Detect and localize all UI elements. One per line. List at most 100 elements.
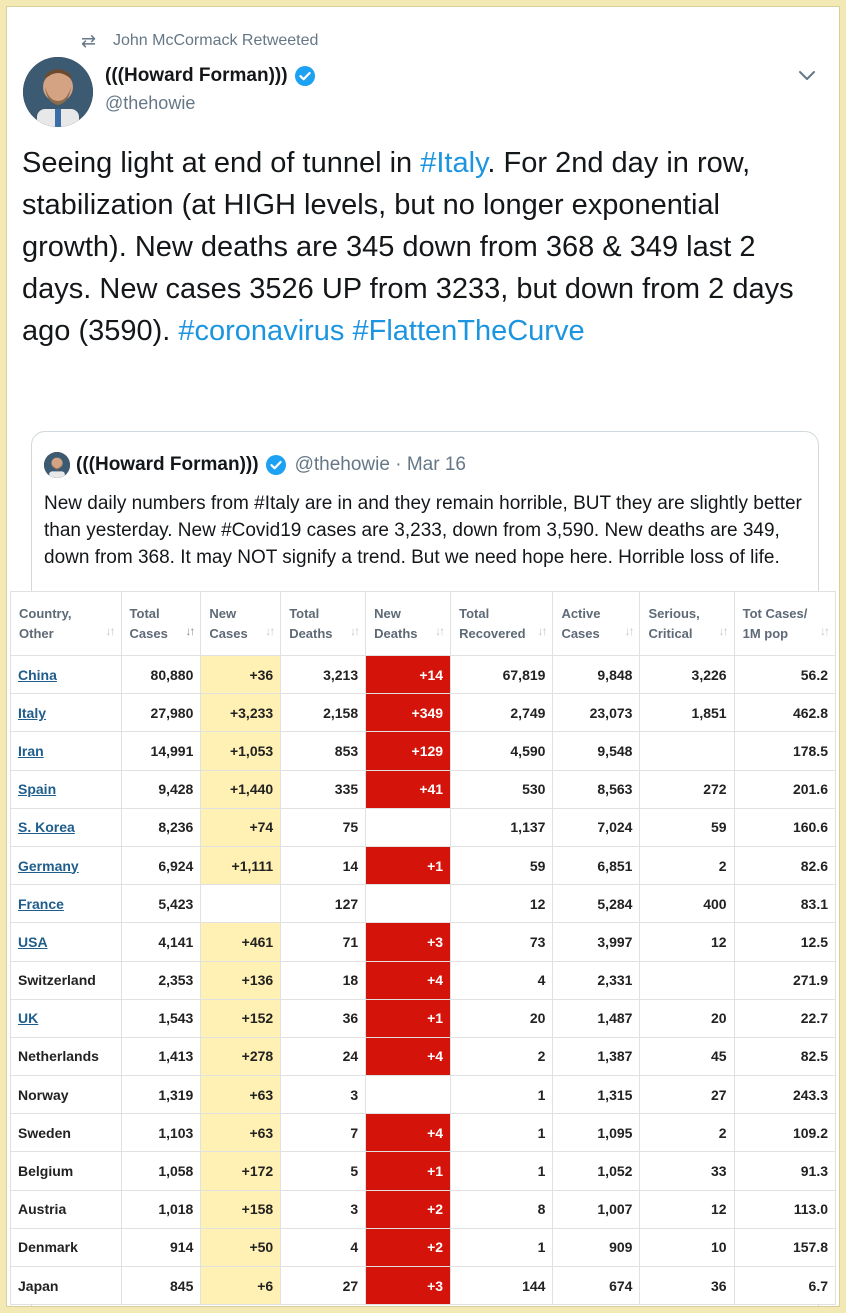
column-header[interactable]: Serious, Critical ↓↑ (639, 591, 735, 656)
column-header-label: New (209, 605, 237, 621)
column-header[interactable]: Active Cases ↓↑ (552, 591, 641, 656)
chevron-down-icon[interactable] (795, 63, 819, 87)
active-cases-cell: 6,851 (552, 845, 641, 886)
recovered-cell: 1 (450, 1151, 554, 1191)
country-link[interactable]: USA (18, 933, 48, 950)
country-link[interactable]: S. Korea (18, 819, 75, 836)
cases-per-million-cell: 6.7 (733, 1265, 837, 1306)
column-header[interactable]: Total Recovered ↓↑ (450, 591, 554, 656)
country-cell[interactable]: S. Korea (10, 807, 122, 847)
author-name[interactable]: (((Howard Forman))) (105, 65, 288, 86)
table-row: France 5,423 127 12 5,284 400 83.1 (10, 884, 837, 924)
column-header-label: Cases (129, 625, 168, 641)
country-link[interactable]: France (18, 895, 64, 912)
country-cell[interactable]: Italy (10, 693, 122, 733)
new-deaths-cell (365, 884, 452, 924)
country-link[interactable]: China (18, 666, 57, 683)
serious-critical-cell: 59 (639, 807, 735, 847)
table-row: Sweden 1,103 +63 7 +4 1 1,095 2 109.2 (10, 1113, 837, 1153)
total-cases-cell: 80,880 (120, 654, 202, 695)
recovered-cell: 12 (450, 884, 554, 924)
cases-per-million-cell: 109.2 (733, 1113, 837, 1153)
sort-icon[interactable]: ↓↑ (350, 624, 360, 638)
sort-icon[interactable]: ↓↑ (185, 624, 195, 638)
verified-badge-icon (294, 65, 316, 87)
serious-critical-cell: 2 (639, 845, 735, 886)
country-cell[interactable]: Spain (10, 769, 122, 809)
serious-critical-cell: 20 (639, 998, 735, 1038)
column-header[interactable]: Total Deaths ↓↑ (280, 591, 367, 656)
hashtag-link[interactable]: #coronavirus (178, 315, 345, 347)
country-link[interactable]: Germany (18, 857, 79, 874)
total-deaths-cell: 127 (280, 884, 367, 924)
quoted-header: (((Howard Forman))) @thehowie · Mar 16 (76, 454, 466, 476)
country-link[interactable]: UK (18, 1010, 39, 1027)
recovered-cell: 1,137 (450, 807, 554, 847)
table-body: China 80,880 +36 3,213 +14 67,819 9,848 3,226 56… (10, 654, 837, 1306)
total-cases-cell: 2,353 (120, 960, 202, 1000)
serious-critical-cell: 2 (639, 1113, 735, 1153)
total-deaths-cell: 3 (280, 1075, 367, 1115)
column-header[interactable]: Total Cases ↓↑ (120, 591, 202, 656)
country-cell[interactable]: USA (10, 922, 122, 962)
author-name-row[interactable]: (((Howard Forman))) (105, 65, 316, 87)
column-header[interactable]: Tot Cases/1M pop ↓↑ (733, 591, 837, 656)
total-deaths-cell: 14 (280, 845, 367, 886)
country-cell[interactable]: Germany (10, 845, 122, 886)
total-deaths-cell: 27 (280, 1265, 367, 1306)
country-link[interactable]: Iran (18, 742, 44, 759)
total-cases-cell: 4,141 (120, 922, 202, 962)
column-header[interactable]: Country, Other ↓↑ (10, 591, 122, 656)
cases-per-million-cell: 201.6 (733, 769, 837, 809)
recovered-cell: 20 (450, 998, 554, 1038)
total-cases-cell: 1,543 (120, 998, 202, 1038)
country-cell[interactable]: Iran (10, 731, 122, 771)
column-header-label: Total (459, 605, 490, 621)
hashtag-link[interactable]: #Italy (420, 147, 488, 179)
author-handle[interactable]: @thehowie (105, 93, 196, 113)
sort-icon[interactable]: ↓↑ (718, 624, 729, 638)
new-cases-cell: +172 (200, 1151, 282, 1191)
new-deaths-cell (365, 807, 452, 847)
serious-critical-cell: 45 (639, 1036, 735, 1077)
recovered-cell: 1 (450, 1075, 554, 1115)
active-cases-cell: 674 (552, 1265, 641, 1306)
new-cases-cell: +136 (200, 960, 282, 1000)
total-cases-cell: 9,428 (120, 769, 202, 809)
cases-per-million-cell: 22.7 (733, 998, 837, 1038)
sort-icon[interactable]: ↓↑ (537, 624, 547, 638)
sort-icon[interactable]: ↓↑ (624, 624, 634, 638)
quoted-avatar[interactable] (44, 452, 70, 478)
avatar[interactable] (23, 57, 93, 127)
hashtag-link[interactable]: #FlattenTheCurve (352, 315, 585, 347)
country-link[interactable]: Italy (18, 704, 47, 721)
column-header[interactable]: New Deaths ↓↑ (365, 591, 452, 656)
active-cases-cell: 1,095 (552, 1113, 641, 1153)
covid-stats-table-image[interactable]: Country, Other ↓↑ Total Cases ↓↑ New Cases ↓↑ Tot… (10, 591, 837, 1306)
new-deaths-cell (365, 1075, 452, 1115)
sort-icon[interactable]: ↓↑ (820, 624, 830, 638)
table-row: Denmark 914 +50 4 +2 1 909 10 157.8 (10, 1227, 837, 1268)
tweet-text: Seeing light at end of tunnel in #Italy.… (22, 142, 812, 352)
total-cases-cell: 1,058 (120, 1151, 202, 1191)
column-header[interactable]: New Cases ↓↑ (200, 591, 282, 656)
cases-per-million-cell: 12.5 (733, 922, 837, 962)
serious-critical-cell (639, 960, 735, 1000)
table-row: Austria 1,018 +158 3 +2 8 1,007 12 113.0 (10, 1189, 837, 1229)
active-cases-cell: 8,563 (552, 769, 641, 809)
new-cases-cell (200, 884, 282, 924)
sort-icon[interactable]: ↓↑ (435, 624, 445, 638)
active-cases-cell: 7,024 (552, 807, 641, 847)
country-cell[interactable]: UK (10, 998, 122, 1038)
cases-per-million-cell: 56.2 (733, 654, 837, 695)
sort-icon[interactable]: ↓↑ (265, 624, 275, 638)
country-link[interactable]: Spain (18, 781, 57, 798)
covid-stats-table: Country, Other ↓↑ Total Cases ↓↑ New Cases ↓↑ Tot… (10, 591, 837, 1306)
country-cell[interactable]: China (10, 654, 122, 695)
total-deaths-cell: 3 (280, 1189, 367, 1229)
active-cases-cell: 1,387 (552, 1036, 641, 1077)
sort-icon[interactable]: ↓↑ (105, 624, 116, 638)
quoted-author-name[interactable]: (((Howard Forman))) (76, 454, 259, 475)
country-cell[interactable]: France (10, 884, 122, 924)
column-header-label: Country, (19, 605, 72, 621)
